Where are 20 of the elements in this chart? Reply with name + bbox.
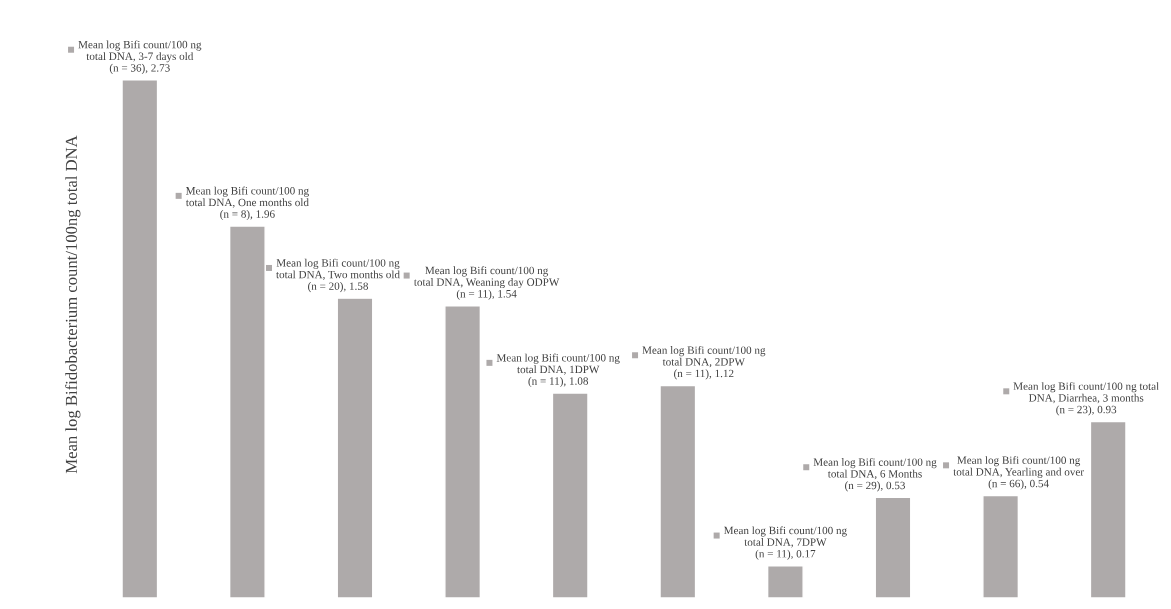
bar [444,305,482,598]
data-label: Mean log Bifi count/100 ng total DNA, Yearling and over (n = 66), 0.54 [953,456,1084,490]
data-label: Mean log Bifi count/100 ng total DNA, Two months old (n = 20), 1.58 [276,258,400,293]
y-axis-title: Mean log Bifidobacterium count/100ng total DNA [65,135,81,474]
bar [766,565,804,598]
data-label: Mean log Bifi count/100 ng total DNA, Weaning day ODPW (n = 11), 1.54 [413,266,560,300]
data-label: Mean log Bifi count/100 ng total DNA, 2DPW (n = 11), 1.12 [642,345,766,380]
data-label: Mean log Bifi count/100 ng total DNA, 6 Months (n = 29), 0.53 [813,457,937,492]
bar [551,392,589,598]
data-label: Mean log Bifi count/100 ng total DNA, 3-7 days old (n = 36), 2.73 [78,40,202,74]
bar [1089,420,1127,598]
data-label: Mean log Bifi count/100 ng total DNA, 1DPW (n = 11), 1.08 [496,353,620,388]
bar [982,494,1020,598]
data-label: Mean log Bifi count/100 ng total DNA, Diarrhea, 3 months (n = 23), 0.93 [1013,382,1159,416]
data-label: Mean log Bifi count/100 ng total DNA, One months old (n = 8), 1.96 [185,186,309,221]
data-label: Mean log Bifi count/100 ng total DNA, 7DPW (n = 11), 0.17 [724,526,847,560]
bar [659,384,697,598]
bar [874,496,912,598]
bar [336,297,374,598]
bar [121,79,159,598]
